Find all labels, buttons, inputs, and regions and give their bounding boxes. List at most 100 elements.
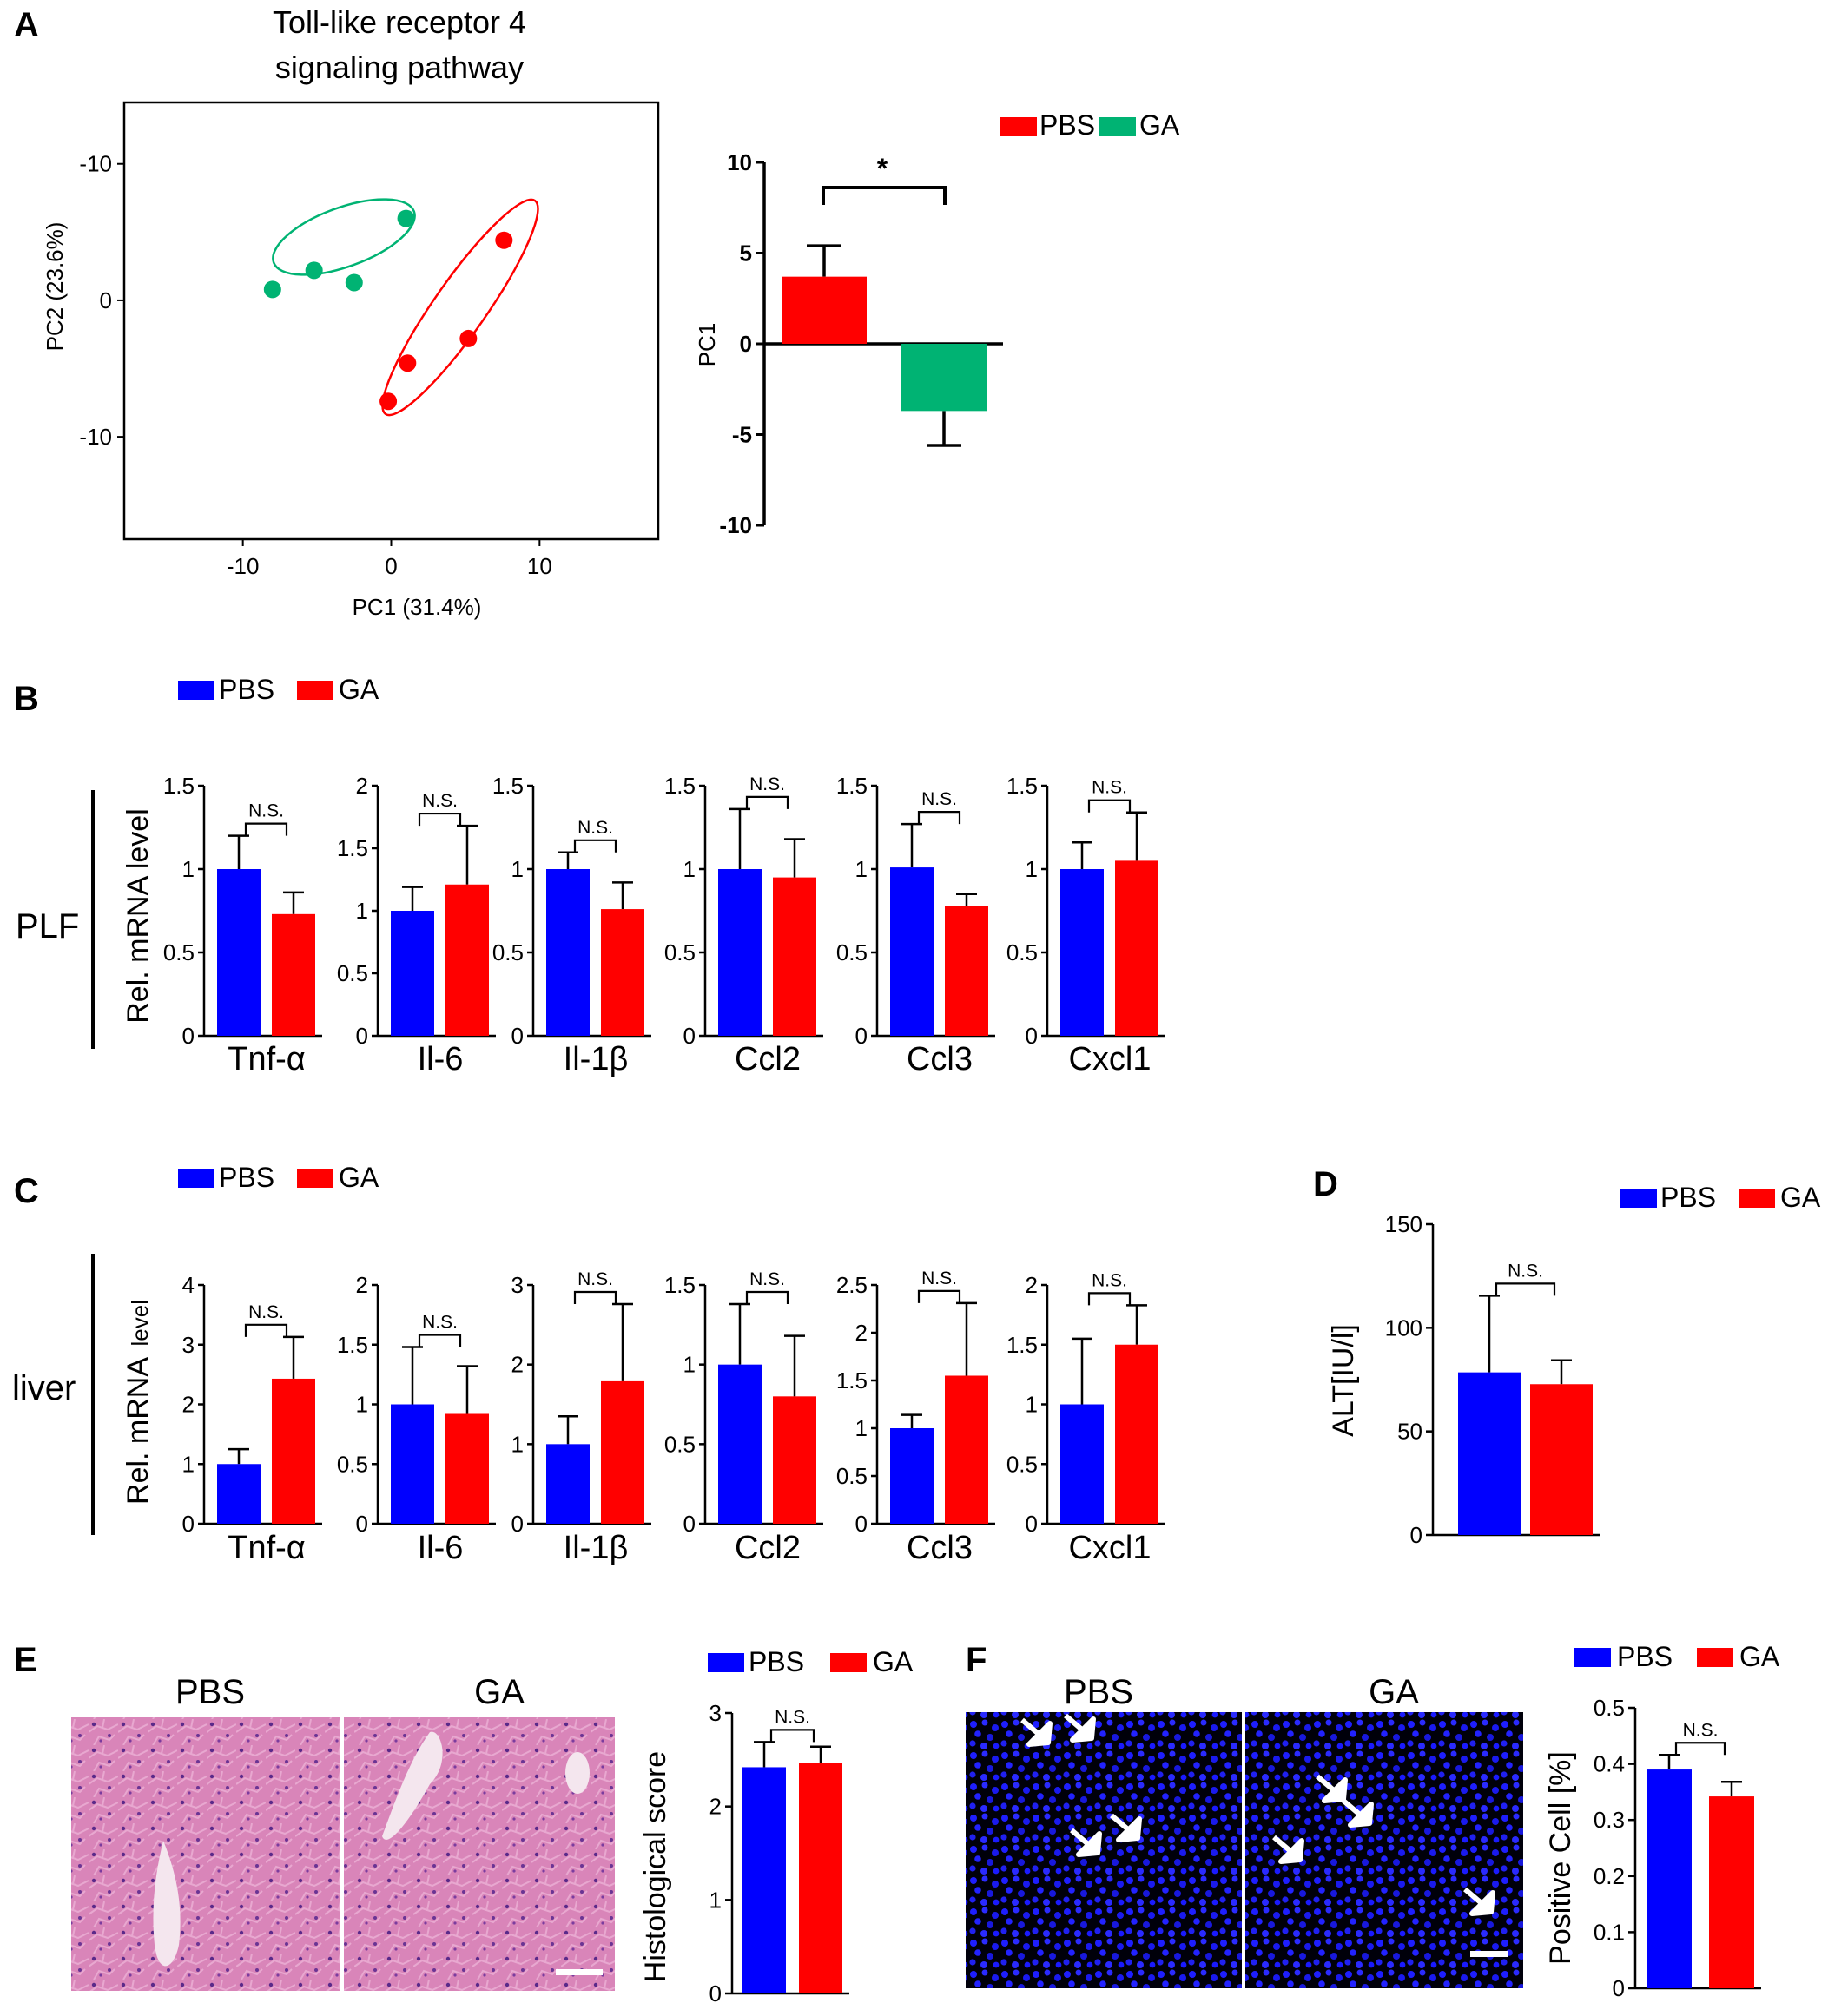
y-tick-label: 100 xyxy=(1385,1314,1422,1341)
scale-bar xyxy=(1470,1951,1508,1957)
bar-chart-ccl2: 0 0.5 1 1.5 N.S. Ccl2 xyxy=(664,1269,823,1566)
y-tick-label: 1.5 xyxy=(492,773,524,799)
significance-label: N.S. xyxy=(775,1707,810,1727)
x-tick-label: 10 xyxy=(527,553,552,579)
y-tick-label: 0 xyxy=(683,1023,696,1049)
legend-swatch-pbs xyxy=(1574,1648,1611,1667)
bar-pbs xyxy=(718,1364,762,1524)
ylabel-f: Positive Cell [%] xyxy=(1544,1751,1577,1965)
y-tick-label: 1.5 xyxy=(664,1272,696,1298)
y-tick-label: 0.5 xyxy=(337,1451,368,1477)
y-tick-label: 5 xyxy=(740,240,752,267)
arrow-icon xyxy=(1070,1828,1102,1857)
bar-ga xyxy=(773,877,816,1036)
arrow-icon xyxy=(1064,1713,1096,1743)
significance-bracket xyxy=(244,1323,288,1337)
y-tick-label: 0 xyxy=(1613,1975,1625,2001)
y-tick-label: -5 xyxy=(732,422,752,448)
y-tick-label: 1 xyxy=(356,1392,368,1418)
ylabel-c-small: level xyxy=(127,1300,153,1346)
image-label-ga: GA xyxy=(474,1673,525,1711)
category-label: Tnf-α xyxy=(228,1041,306,1077)
bar-chart-il6: 0 0.5 1 1.5 2 N.S. Il-6 xyxy=(337,773,496,1077)
ylabel-c: Rel. mRNA level xyxy=(122,1300,155,1505)
significance-label: N.S. xyxy=(1092,1270,1127,1290)
bar-ga xyxy=(272,913,315,1036)
category-label: Il-1β xyxy=(564,1041,629,1077)
scatter-point-pbs xyxy=(380,392,398,411)
y-tick-label: 1 xyxy=(855,1415,868,1441)
y-tick-label: 0 xyxy=(356,1511,368,1537)
legend-label-ga: GA xyxy=(873,1646,914,1677)
y-tick-label: 0.5 xyxy=(664,939,696,965)
bar-ga xyxy=(945,1375,988,1524)
scatter-frame xyxy=(122,101,660,541)
legend-label-pbs: PBS xyxy=(219,674,274,705)
legend-f: PBS GA xyxy=(1574,1641,1780,1672)
y-tick-label: 3 xyxy=(710,1700,722,1726)
legend-label-pbs: PBS xyxy=(219,1162,274,1193)
arrow-icon xyxy=(1020,1717,1053,1747)
tissue-label-plf: PLF xyxy=(16,907,79,945)
y-tick-label: 0 xyxy=(855,1023,868,1049)
bar-pbs xyxy=(546,1444,590,1524)
legend-swatch-ga xyxy=(297,681,333,700)
significance-label: N.S. xyxy=(248,801,284,821)
image-label-ga: GA xyxy=(1369,1673,1419,1711)
image-label-pbs: PBS xyxy=(1064,1673,1133,1711)
bar-pbs xyxy=(546,869,590,1036)
category-label: Il-6 xyxy=(418,1530,464,1566)
y-tick-label: 1 xyxy=(683,856,696,882)
bar-chart-cxcl1: 0 0.5 1 1.5 2 N.S. Cxcl1 xyxy=(1006,1270,1165,1566)
title-line-1: Toll-like receptor 4 xyxy=(273,4,526,40)
y-tick-label: 1.5 xyxy=(337,1332,368,1358)
pc1-ylabel: PC1 xyxy=(694,323,720,367)
positive-cell-arrows xyxy=(1020,1713,1495,1916)
y-tick-label: 1.5 xyxy=(664,773,696,799)
y-tick-label: 1.5 xyxy=(337,835,368,861)
scatter-point-ga xyxy=(345,273,363,292)
significance-label: N.S. xyxy=(248,1302,284,1322)
bar-pbs xyxy=(391,911,434,1036)
ylabel-e: Histological score xyxy=(639,1751,672,1982)
significance-label: N.S. xyxy=(422,791,458,811)
y-tick-label: 0.1 xyxy=(1594,1919,1625,1945)
y-tick-label: 1 xyxy=(182,856,195,882)
scatter-xlabel: PC1 (31.4%) xyxy=(353,594,482,620)
y-tick-label: -10 xyxy=(79,151,112,177)
legend-label-pbs: PBS xyxy=(1617,1641,1673,1672)
arrow-icon xyxy=(1342,1798,1374,1828)
y-tick-label: 0.5 xyxy=(1006,939,1038,965)
panel-letter-d: D xyxy=(1313,1165,1338,1203)
legend-b: PBS GA xyxy=(178,674,380,705)
bar-chart-ccl3: 0 0.5 1 1.5 N.S. Ccl3 xyxy=(836,773,995,1077)
scatter-marks xyxy=(263,198,539,417)
y-tick-label: 0 xyxy=(1026,1023,1038,1049)
scatter-point-ga xyxy=(397,209,415,227)
legend-swatch-ga xyxy=(1099,117,1136,136)
category-label: Cxcl1 xyxy=(1068,1041,1151,1077)
y-tick-label: 10 xyxy=(727,149,752,175)
bar-ga xyxy=(446,884,489,1036)
legend-swatch-ga xyxy=(830,1653,867,1672)
significance-label: N.S. xyxy=(749,774,785,794)
significance-bracket xyxy=(769,1729,815,1743)
significance-label: N.S. xyxy=(921,1268,957,1288)
panel-letter-b: B xyxy=(14,680,39,718)
y-tick-label: 3 xyxy=(512,1272,524,1298)
y-tick-label: 0.5 xyxy=(337,960,368,986)
y-tick-label: 2 xyxy=(512,1352,524,1378)
bar-ga xyxy=(601,1380,644,1524)
legend-label-ga: GA xyxy=(339,1162,380,1193)
title-line-2: signaling pathway xyxy=(275,49,524,85)
y-tick-label: 0.5 xyxy=(492,939,524,965)
legend-c: PBS GA xyxy=(178,1162,380,1193)
bar-chart-ccl2: 0 0.5 1 1.5 N.S. Ccl2 xyxy=(664,773,823,1077)
arrow-icon xyxy=(1463,1887,1495,1916)
significance-bracket xyxy=(573,839,617,853)
significance-bracket xyxy=(917,811,961,825)
bar-pbs xyxy=(718,869,762,1036)
scatter-ylabel: PC2 (23.6%) xyxy=(42,222,68,352)
legend-swatch-ga xyxy=(1697,1648,1733,1667)
bar-pbs xyxy=(1060,869,1104,1036)
